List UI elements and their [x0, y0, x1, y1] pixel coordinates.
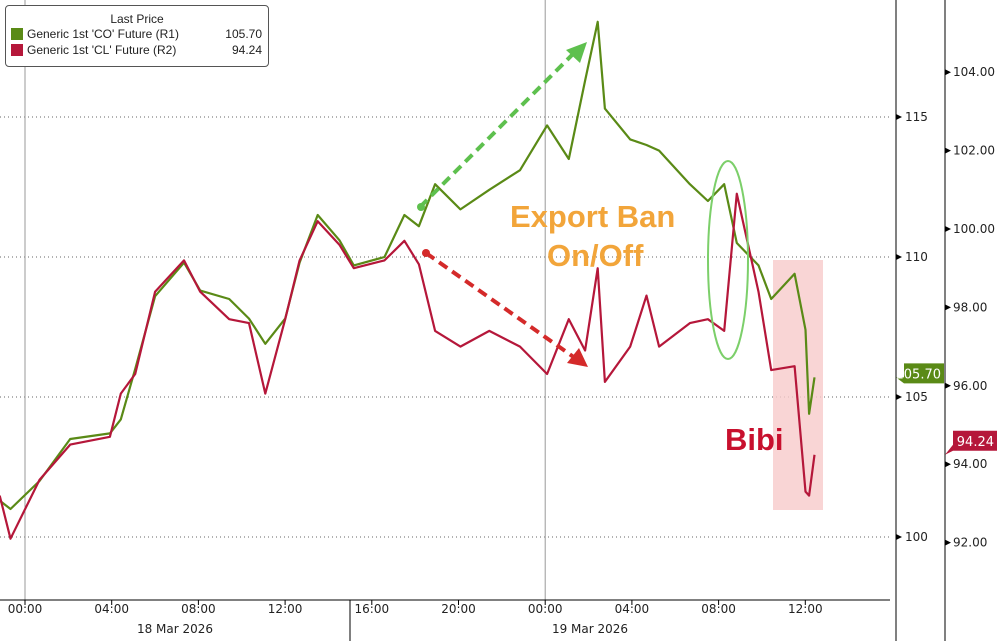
annotation-bibi: Bibi: [725, 422, 784, 457]
down-arrow: [424, 251, 577, 360]
r2-tick-mark: [945, 539, 951, 546]
legend-axis-label-co: (R1): [155, 27, 179, 41]
x-tick-label: 16:00: [355, 602, 390, 616]
x-tick-label: 08:00: [701, 602, 736, 616]
r1-tick-label: 100: [905, 530, 928, 544]
last-value-badge-cl-bg: [945, 430, 997, 455]
legend-swatch-co: [11, 28, 23, 40]
legend-item-co: Generic 1st 'CO' Future (R1) 105.70: [6, 26, 268, 42]
x-tick-label: 20:00: [441, 602, 476, 616]
r1-tick-mark: [896, 534, 902, 540]
x-tick-label: 00:00: [528, 602, 563, 616]
legend-name-co: Generic 1st 'CO' Future (R1): [27, 27, 218, 41]
x-tick-label: 12:00: [788, 602, 823, 616]
r2-tick-label: 104.00: [953, 65, 995, 79]
r2-tick-mark: [945, 461, 951, 468]
r2-tick-label: 92.00: [953, 536, 987, 550]
up-arrow-head: [566, 42, 587, 63]
series-line-cl: [0, 192, 816, 540]
highlight-ellipse: [707, 160, 749, 360]
r2-tick-label: 100.00: [953, 222, 995, 236]
down-arrow-head: [567, 348, 588, 367]
r2-tick-mark: [945, 69, 951, 76]
legend-item-cl: Generic 1st 'CL' Future (R2) 94.24: [6, 42, 268, 58]
up-arrow: [418, 50, 577, 209]
annotation-on-off: On/Off: [547, 238, 644, 273]
legend-value-co: 105.70: [225, 27, 262, 41]
down-arrow-tail: [422, 249, 430, 257]
date-label: 18 Mar 2026: [137, 622, 213, 636]
r2-tick-label: 98.00: [953, 300, 987, 314]
legend-series-name-co: Generic 1st 'CO' Future: [27, 27, 153, 41]
r2-tick-label: 94.00: [953, 457, 987, 471]
last-value-badge-co-bg: [896, 363, 944, 384]
legend: Last Price Generic 1st 'CO' Future (R1) …: [5, 5, 269, 67]
r1-tick-mark: [896, 394, 902, 400]
date-label: 19 Mar 2026: [552, 622, 628, 636]
r1-tick-mark: [896, 254, 902, 260]
legend-swatch-cl: [11, 44, 23, 56]
r2-tick-mark: [945, 304, 951, 311]
x-tick-label: 04:00: [94, 602, 129, 616]
r2-tick-mark: [945, 382, 951, 389]
x-tick-label: 04:00: [615, 602, 650, 616]
x-tick-label: 00:00: [8, 602, 43, 616]
last-value-badge-cl: 94.24: [957, 435, 994, 450]
legend-title: Last Price: [110, 12, 164, 26]
r2-tick-label: 102.00: [953, 144, 995, 158]
r2-tick-label: 96.00: [953, 379, 987, 393]
series-line-co: [0, 20, 816, 511]
r1-tick-mark: [896, 114, 902, 120]
r2-tick-mark: [945, 147, 951, 154]
r2-tick-mark: [945, 226, 951, 232]
highlight-box: [773, 260, 823, 510]
r1-tick-label: 110: [905, 250, 928, 264]
r1-tick-label: 115: [905, 110, 928, 124]
legend-series-name-cl: Generic 1st 'CL' Future: [27, 43, 150, 57]
x-tick-label: 08:00: [181, 602, 216, 616]
legend-axis-label-cl: (R2): [152, 43, 177, 57]
r1-tick-label: 105: [905, 390, 928, 404]
legend-value-cl: 94.24: [231, 43, 262, 57]
legend-name-cl: Generic 1st 'CL' Future (R2): [27, 43, 218, 57]
annotation-export-ban: Export Ban: [510, 199, 675, 234]
up-arrow-tail: [417, 203, 425, 211]
last-value-badge-co: 105.70: [896, 367, 942, 382]
x-tick-label: 12:00: [268, 602, 303, 616]
